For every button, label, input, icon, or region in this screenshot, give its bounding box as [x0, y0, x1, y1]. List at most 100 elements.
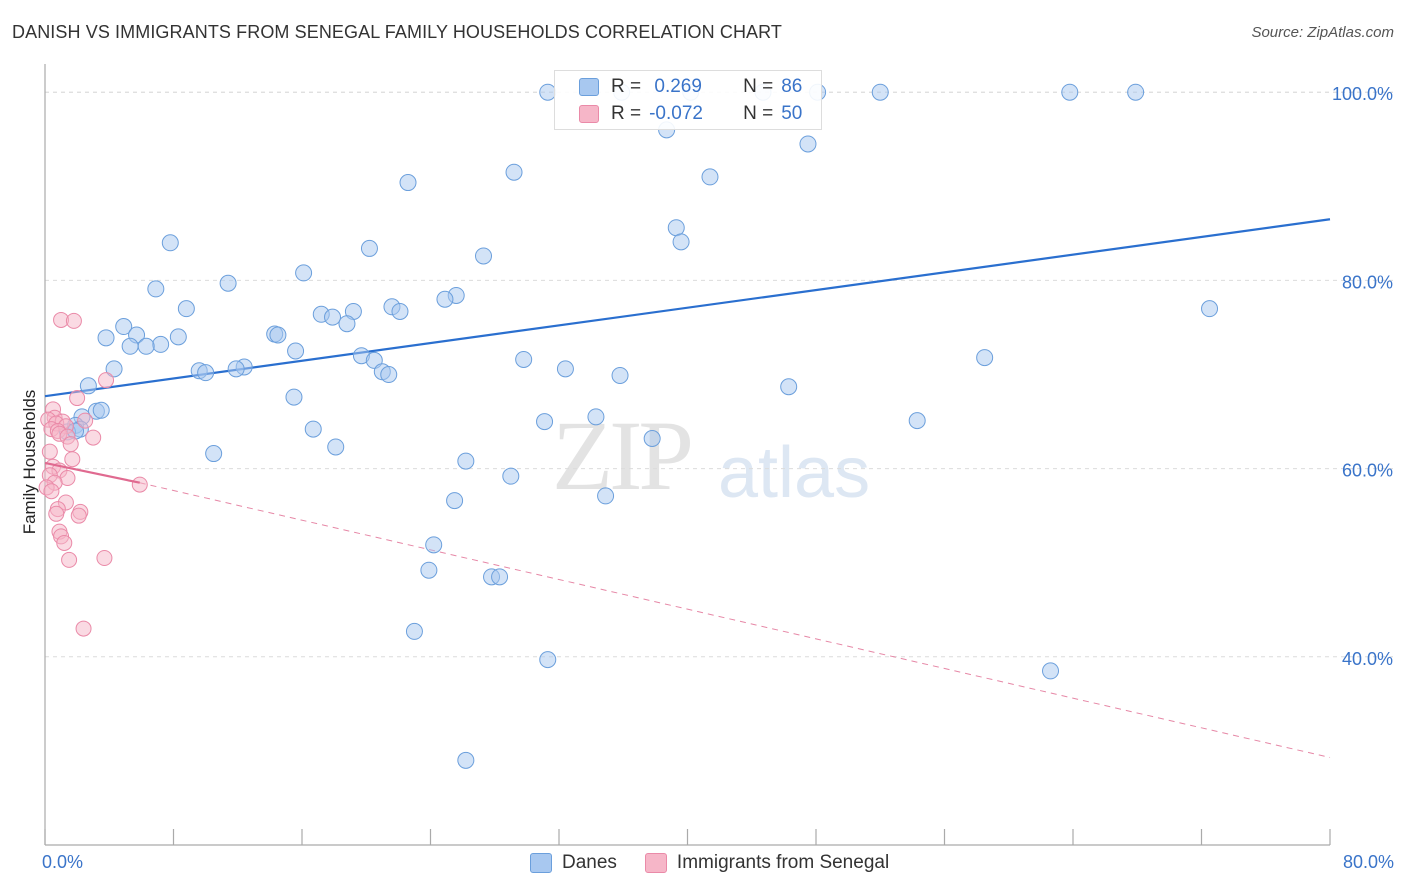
x-axis-max-label: 80.0% [1342, 852, 1394, 872]
danes-point [287, 342, 305, 360]
legend-item-danes[interactable]: Danes [530, 852, 617, 874]
senegal-point [75, 620, 92, 637]
danes-point [597, 487, 615, 505]
danes-point [425, 536, 443, 554]
danes-point [799, 135, 817, 153]
danes-point [505, 163, 523, 181]
danes-point [161, 234, 179, 252]
senegal-swatch [579, 105, 599, 123]
danes-point [539, 651, 557, 669]
danes-point [227, 360, 245, 378]
danes-point [457, 452, 475, 470]
danes-point [446, 492, 464, 510]
senegal-point [64, 451, 81, 468]
senegal-point [69, 390, 86, 407]
senegal-legend-label: Immigrants from Senegal [676, 852, 890, 873]
x-axis-min-label: 0.0% [42, 852, 84, 872]
legend-row-danes: R = 0.269 N = 86 [579, 74, 802, 100]
danes-point [556, 360, 574, 378]
danes-point [1201, 300, 1219, 318]
danes-point [405, 622, 423, 640]
points-layer [38, 83, 1219, 769]
danes-point [105, 360, 123, 378]
senegal-point [61, 551, 78, 568]
danes-r-label: R = [611, 76, 642, 97]
danes-point [327, 438, 345, 456]
danes-point [457, 751, 475, 769]
danes-point [976, 349, 994, 367]
legend-item-senegal[interactable]: Immigrants from Senegal [644, 852, 890, 874]
watermark-zip: ZIP [552, 400, 694, 511]
danes-point [360, 239, 378, 257]
danes-point [285, 388, 303, 406]
danes-point [391, 302, 409, 320]
danes-swatch [579, 78, 599, 96]
danes-point [475, 247, 493, 265]
danes-point [436, 290, 454, 308]
danes-point [324, 308, 342, 326]
series-legend: Danes Immigrants from Senegal [530, 852, 917, 874]
danes-point [502, 467, 520, 485]
danes-point [219, 274, 237, 292]
senegal-r-label: R = [611, 103, 642, 124]
senegal-point [56, 534, 73, 551]
danes-point [295, 264, 313, 282]
danes-point [197, 364, 215, 382]
chart-title: DANISH VS IMMIGRANTS FROM SENEGAL FAMILY… [12, 22, 783, 42]
danes-r-value: 0.269 [649, 76, 702, 97]
danes-point [701, 168, 719, 186]
danes-point [115, 318, 133, 336]
senegal-point [65, 312, 82, 329]
senegal-point [96, 550, 113, 567]
watermark-atlas: atlas [718, 433, 871, 513]
senegal-trend-extension [139, 482, 1331, 758]
danes-point [871, 83, 889, 101]
danes-point [205, 445, 223, 463]
danes-point [79, 377, 97, 395]
axis-layer [44, 64, 1331, 846]
danes-point [152, 335, 170, 353]
stats-legend: R = 0.269 N = 86 R = -0.072 N = 50 [554, 70, 822, 130]
senegal-n-value: 50 [781, 103, 803, 124]
danes-legend-swatch [530, 853, 552, 873]
danes-point [908, 412, 926, 430]
senegal-point [41, 443, 58, 460]
danes-point [121, 337, 139, 355]
senegal-point [48, 505, 65, 522]
danes-point [1061, 83, 1079, 101]
danes-point [97, 329, 115, 347]
y-axis-label: Family Households [20, 389, 39, 535]
senegal-point [85, 429, 102, 446]
senegal-point [131, 476, 148, 493]
danes-point [667, 219, 685, 237]
danes-n-value: 86 [781, 76, 803, 97]
trend-layer [44, 218, 1331, 758]
danes-point [304, 420, 322, 438]
tick-label-layer: 40.0% 60.0% 80.0% 100.0% [1332, 84, 1393, 669]
danes-point [515, 350, 533, 368]
danes-trend-line [44, 218, 1331, 398]
senegal-point [70, 507, 87, 524]
danes-point [92, 401, 110, 419]
danes-point [1127, 83, 1145, 101]
danes-point [672, 233, 690, 251]
senegal-point [77, 412, 94, 429]
senegal-n-label: N = [743, 103, 774, 124]
y-tick-label: 100.0% [1332, 84, 1393, 104]
danes-point [169, 328, 187, 346]
danes-n-label: N = [743, 76, 774, 97]
danes-legend-label: Danes [562, 852, 617, 873]
danes-point [420, 561, 438, 579]
danes-point [399, 174, 417, 192]
danes-point [137, 337, 155, 355]
y-tick-label: 80.0% [1342, 272, 1393, 292]
senegal-point [62, 436, 79, 453]
danes-point [643, 430, 661, 448]
senegal-point [98, 372, 115, 389]
senegal-legend-swatch [644, 853, 667, 873]
senegal-r-value: -0.072 [649, 103, 703, 124]
danes-point [338, 315, 356, 333]
danes-point [177, 300, 195, 318]
danes-point [1042, 662, 1060, 680]
